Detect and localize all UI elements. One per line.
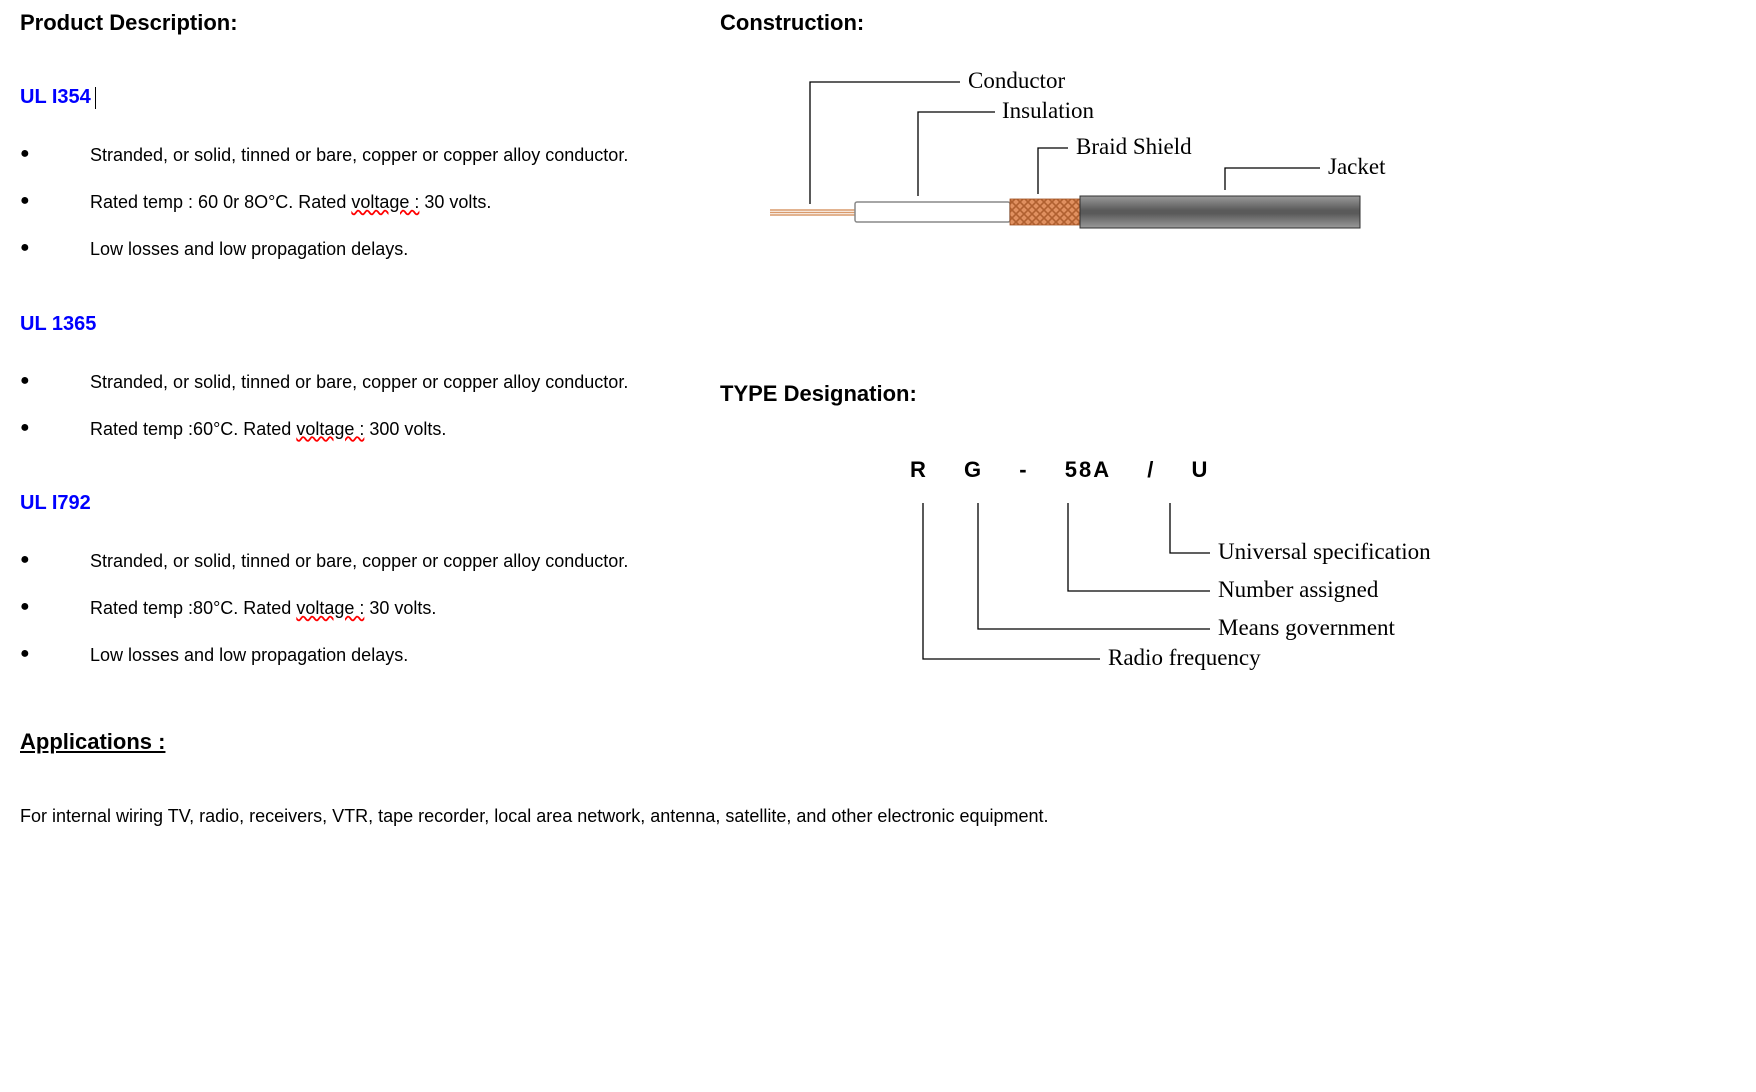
code-58a: 58A (1065, 457, 1139, 482)
designation-diagram: Universal specification Number assigned … (720, 503, 1440, 703)
bullet-item: Low losses and low propagation delays. (20, 643, 680, 668)
product-section-3: UL I792 Stranded, or solid, tinned or ba… (20, 492, 680, 669)
right-column: Construction: (720, 10, 1736, 719)
ul-i792-title: UL I792 (20, 492, 91, 515)
ul-1365-header: UL 1365 (20, 313, 680, 336)
product-section-2: UL 1365 Stranded, or solid, tinned or ba… (20, 313, 680, 442)
ul-i354-bullets: Stranded, or solid, tinned or bare, copp… (20, 143, 680, 263)
bullet-item: Stranded, or solid, tinned or bare, copp… (20, 143, 680, 168)
bullet-item: Stranded, or solid, tinned or bare, copp… (20, 370, 680, 395)
type-code: R G - 58A / U (720, 457, 1736, 483)
applications-text: For internal wiring TV, radio, receivers… (20, 803, 1736, 830)
code-r: R (910, 457, 956, 482)
applications-section: Applications : For internal wiring TV, r… (20, 729, 1736, 830)
code-u: U (1191, 457, 1237, 482)
left-column: Product Description: UL I354 Stranded, o… (20, 10, 680, 719)
bullet-item: Rated temp : 60 0r 8O°C. Rated voltage :… (20, 190, 680, 215)
braid-label: Braid Shield (1076, 134, 1192, 159)
ul-1365-title: UL 1365 (20, 313, 96, 336)
desig-radio: Radio frequency (1108, 645, 1261, 670)
code-g: G (964, 457, 1011, 482)
desig-number: Number assigned (1218, 577, 1379, 602)
insulation-label: Insulation (1002, 98, 1094, 123)
type-designation-heading: TYPE Designation: (720, 381, 1736, 407)
ul-i792-bullets: Stranded, or solid, tinned or bare, copp… (20, 549, 680, 669)
bullet-item: Stranded, or solid, tinned or bare, copp… (20, 549, 680, 574)
ul-i354-header: UL I354 (20, 86, 680, 109)
product-description-heading: Product Description: (20, 10, 680, 36)
jacket-label: Jacket (1328, 154, 1386, 179)
ul-i792-header: UL I792 (20, 492, 680, 515)
construction-diagram: Conductor Insulation Braid Shield Jacket (720, 46, 1440, 266)
text-cursor (95, 87, 96, 109)
applications-heading: Applications : (20, 729, 1736, 755)
bullet-item: Rated temp :80°C. Rated voltage : 30 vol… (20, 596, 680, 621)
code-dash: - (1019, 457, 1056, 482)
desig-government: Means government (1218, 615, 1396, 640)
bullet-item: Low losses and low propagation delays. (20, 237, 680, 262)
ul-i354-title: UL I354 (20, 86, 91, 109)
code-slash: / (1147, 457, 1183, 482)
bullet-item: Rated temp :60°C. Rated voltage : 300 vo… (20, 417, 680, 442)
conductor-label: Conductor (968, 68, 1065, 93)
ul-1365-bullets: Stranded, or solid, tinned or bare, copp… (20, 370, 680, 442)
construction-heading: Construction: (720, 10, 1736, 36)
product-section-1: UL I354 Stranded, or solid, tinned or ba… (20, 86, 680, 263)
desig-universal: Universal specification (1218, 539, 1431, 564)
